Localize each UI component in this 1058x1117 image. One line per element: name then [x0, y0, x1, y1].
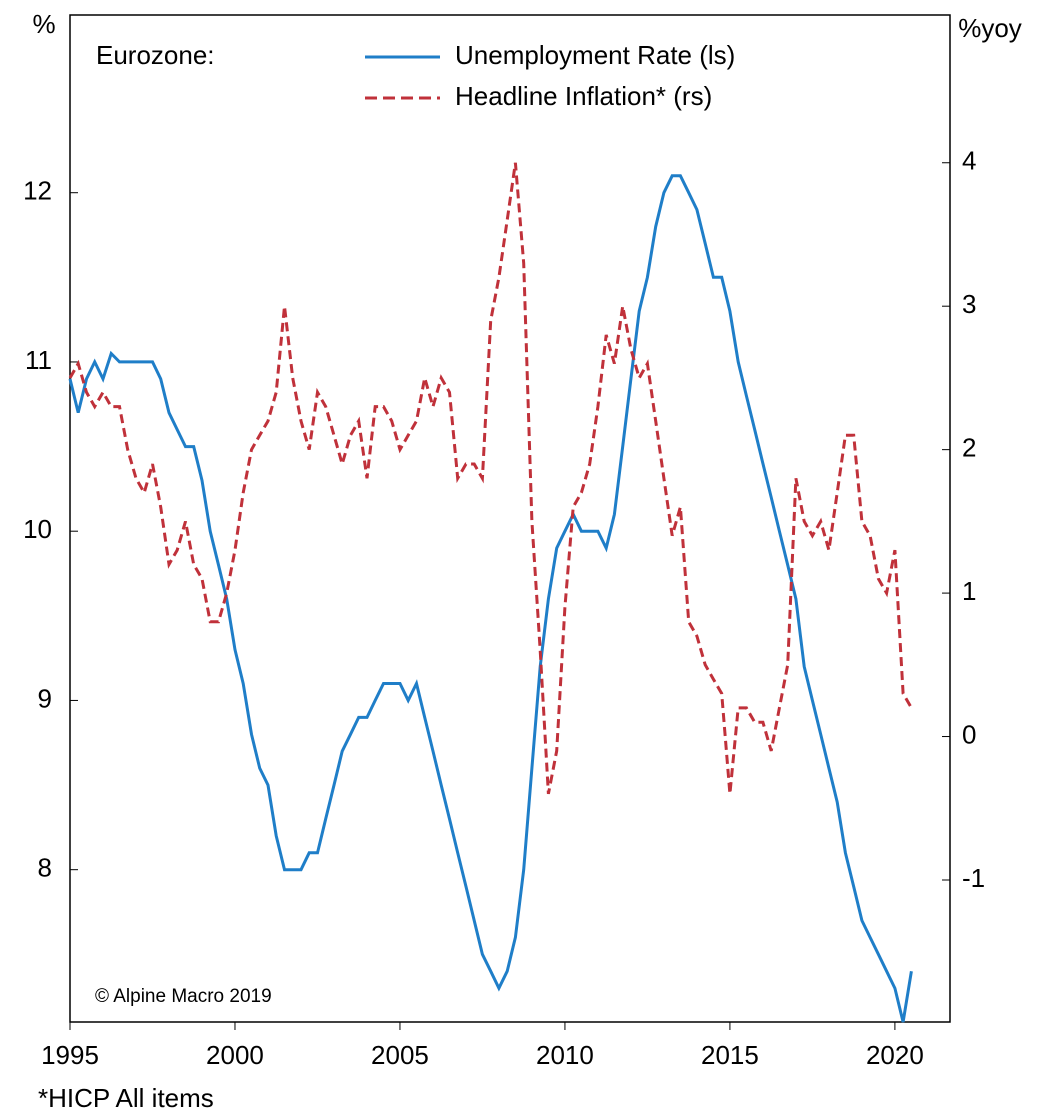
y-tick-label: 11: [25, 345, 52, 375]
y2-tick-label: 0: [962, 719, 976, 749]
legend-label: Unemployment Rate (ls): [455, 40, 735, 70]
y2-tick-label: 2: [962, 433, 976, 463]
y2-tick-label: 1: [962, 576, 976, 606]
plot-frame: [69, 14, 951, 1023]
series-line: [68, 174, 913, 1023]
x-tick-label: 1995: [41, 1040, 99, 1070]
y2-tick-label: 4: [962, 146, 976, 176]
y-unit: %: [32, 9, 55, 39]
legend-label: Headline Inflation* (rs): [455, 81, 712, 111]
x-tick-label: 2020: [866, 1040, 924, 1070]
series-line: [68, 162, 913, 795]
y-tick-label: 12: [23, 176, 52, 206]
x-tick-label: 2005: [371, 1040, 429, 1070]
x-tick-label: 2000: [206, 1040, 264, 1070]
y2-tick-label: -1: [962, 863, 985, 893]
region-label: Eurozone:: [96, 40, 215, 70]
x-tick-label: 2010: [536, 1040, 594, 1070]
x-tick-label: 2015: [701, 1040, 759, 1070]
y-tick-label: 8: [38, 853, 52, 883]
y2-unit: %yoy: [958, 13, 1022, 43]
y-tick-label: 9: [38, 683, 52, 713]
annotation: © Alpine Macro 2019: [95, 986, 272, 1007]
footnote: *HICP All items: [38, 1083, 214, 1113]
y-tick-label: 10: [23, 514, 52, 544]
y2-tick-label: 3: [962, 289, 976, 319]
